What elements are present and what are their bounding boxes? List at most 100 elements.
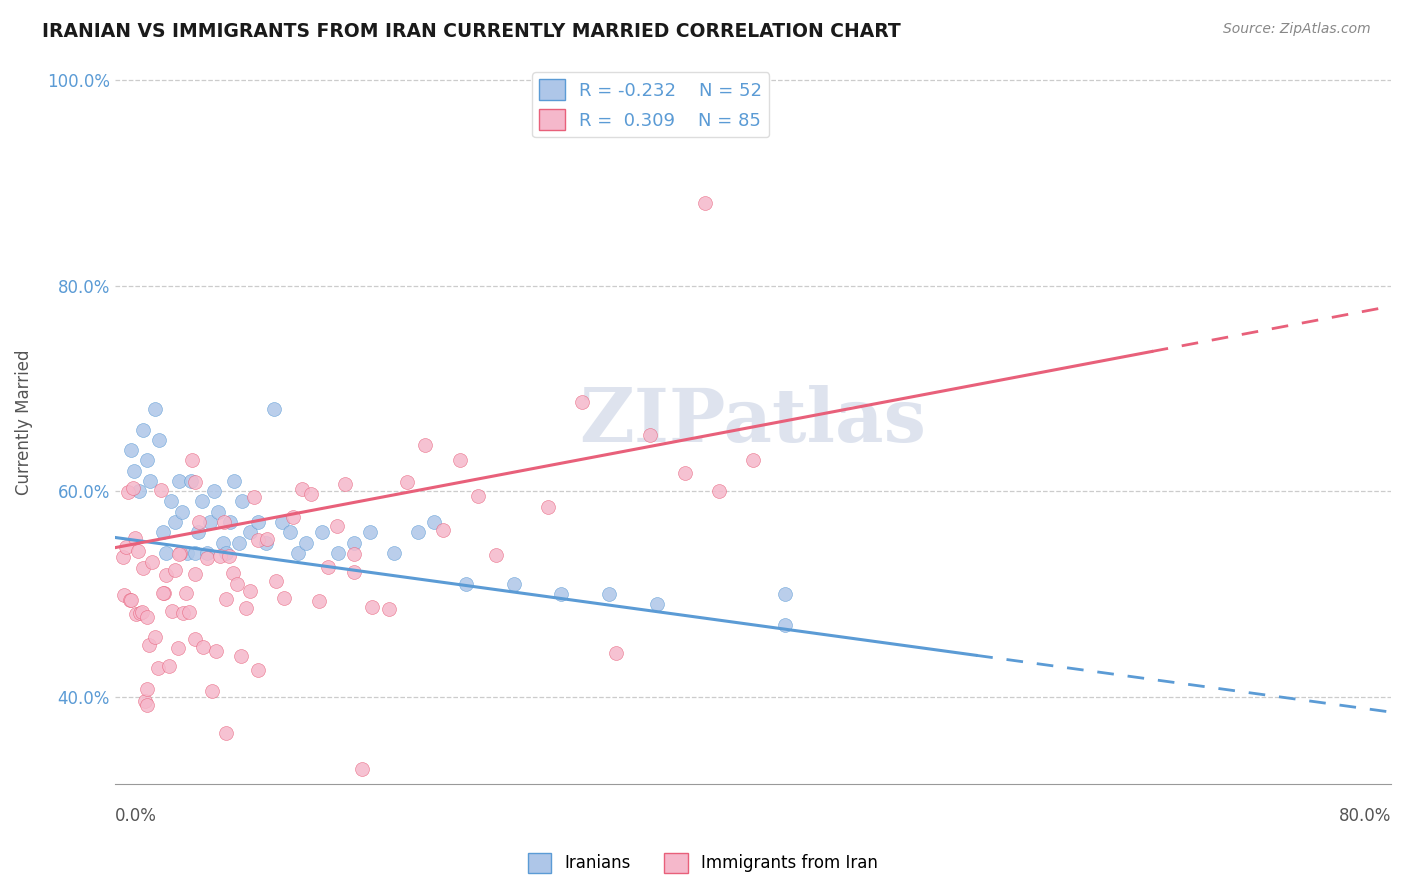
Point — [117, 485, 139, 500]
Point — [406, 525, 429, 540]
Point — [195, 551, 218, 566]
Point — [247, 533, 270, 547]
Point — [308, 594, 330, 608]
Text: IRANIAN VS IMMIGRANTS FROM IRAN CURRENTLY MARRIED CORRELATION CHART: IRANIAN VS IMMIGRANTS FROM IRAN CURRENTL… — [42, 22, 901, 41]
Point — [254, 535, 277, 549]
Point — [114, 589, 136, 603]
Point — [135, 698, 157, 713]
Legend: Iranians, Immigrants from Iran: Iranians, Immigrants from Iran — [522, 847, 884, 880]
Point — [343, 535, 366, 549]
Point — [191, 494, 214, 508]
Point — [311, 525, 333, 540]
Point — [143, 401, 166, 416]
Point — [773, 617, 796, 632]
Point — [287, 546, 309, 560]
Point — [645, 597, 668, 611]
Point — [485, 548, 508, 562]
Point — [214, 515, 236, 529]
Point — [222, 566, 245, 581]
Point — [122, 481, 145, 495]
Point — [132, 561, 155, 575]
Point — [598, 587, 620, 601]
Point — [773, 587, 796, 601]
Point — [467, 489, 489, 503]
Point — [163, 563, 186, 577]
Point — [207, 505, 229, 519]
Point — [180, 452, 202, 467]
Point — [218, 549, 240, 564]
Point — [239, 584, 262, 599]
Point — [228, 535, 250, 549]
Point — [135, 453, 157, 467]
Text: ZIPatlas: ZIPatlas — [579, 385, 927, 458]
Point — [382, 546, 405, 560]
Point — [243, 490, 266, 504]
Point — [343, 547, 366, 561]
Point — [152, 586, 174, 600]
Point — [360, 600, 382, 615]
Point — [177, 605, 200, 619]
Point — [135, 681, 157, 696]
Point — [247, 515, 270, 529]
Point — [432, 523, 454, 537]
Point — [124, 531, 146, 545]
Point — [605, 647, 627, 661]
Point — [174, 586, 197, 600]
Point — [247, 663, 270, 677]
Point — [157, 659, 180, 673]
Point — [423, 515, 446, 529]
Point — [278, 525, 301, 540]
Point — [183, 546, 205, 560]
Point — [165, 515, 187, 529]
Point — [191, 640, 214, 654]
Point — [204, 644, 226, 658]
Point — [118, 593, 141, 607]
Point — [325, 518, 347, 533]
Point — [413, 438, 436, 452]
Point — [350, 762, 373, 776]
Point — [134, 694, 156, 708]
Point — [235, 601, 257, 615]
Point — [180, 474, 202, 488]
Point — [139, 474, 162, 488]
Point — [143, 630, 166, 644]
Point — [166, 640, 188, 655]
Point — [183, 632, 205, 646]
Point — [202, 484, 225, 499]
Point — [138, 638, 160, 652]
Point — [502, 576, 524, 591]
Point — [224, 474, 246, 488]
Point — [200, 515, 222, 529]
Point — [263, 401, 285, 416]
Point — [152, 525, 174, 540]
Point — [299, 486, 322, 500]
Point — [149, 483, 172, 497]
Point — [264, 574, 287, 589]
Point — [231, 494, 253, 508]
Point — [218, 515, 240, 529]
Point — [396, 475, 419, 490]
Text: 0.0%: 0.0% — [115, 806, 156, 824]
Point — [176, 546, 198, 560]
Point — [640, 427, 662, 442]
Point — [239, 525, 262, 540]
Point — [256, 533, 278, 547]
Point — [169, 546, 191, 560]
Point — [111, 549, 134, 564]
Point — [215, 592, 238, 607]
Point — [120, 593, 142, 607]
Point — [215, 725, 238, 739]
Point — [295, 535, 318, 549]
Point — [155, 546, 177, 560]
Point — [155, 567, 177, 582]
Point — [187, 515, 209, 529]
Point — [212, 535, 235, 549]
Point — [195, 546, 218, 560]
Point — [159, 494, 181, 508]
Y-axis label: Currently Married: Currently Married — [15, 349, 32, 494]
Point — [378, 602, 401, 616]
Point — [335, 477, 357, 491]
Point — [120, 443, 142, 458]
Point — [183, 475, 205, 490]
Point — [454, 576, 477, 591]
